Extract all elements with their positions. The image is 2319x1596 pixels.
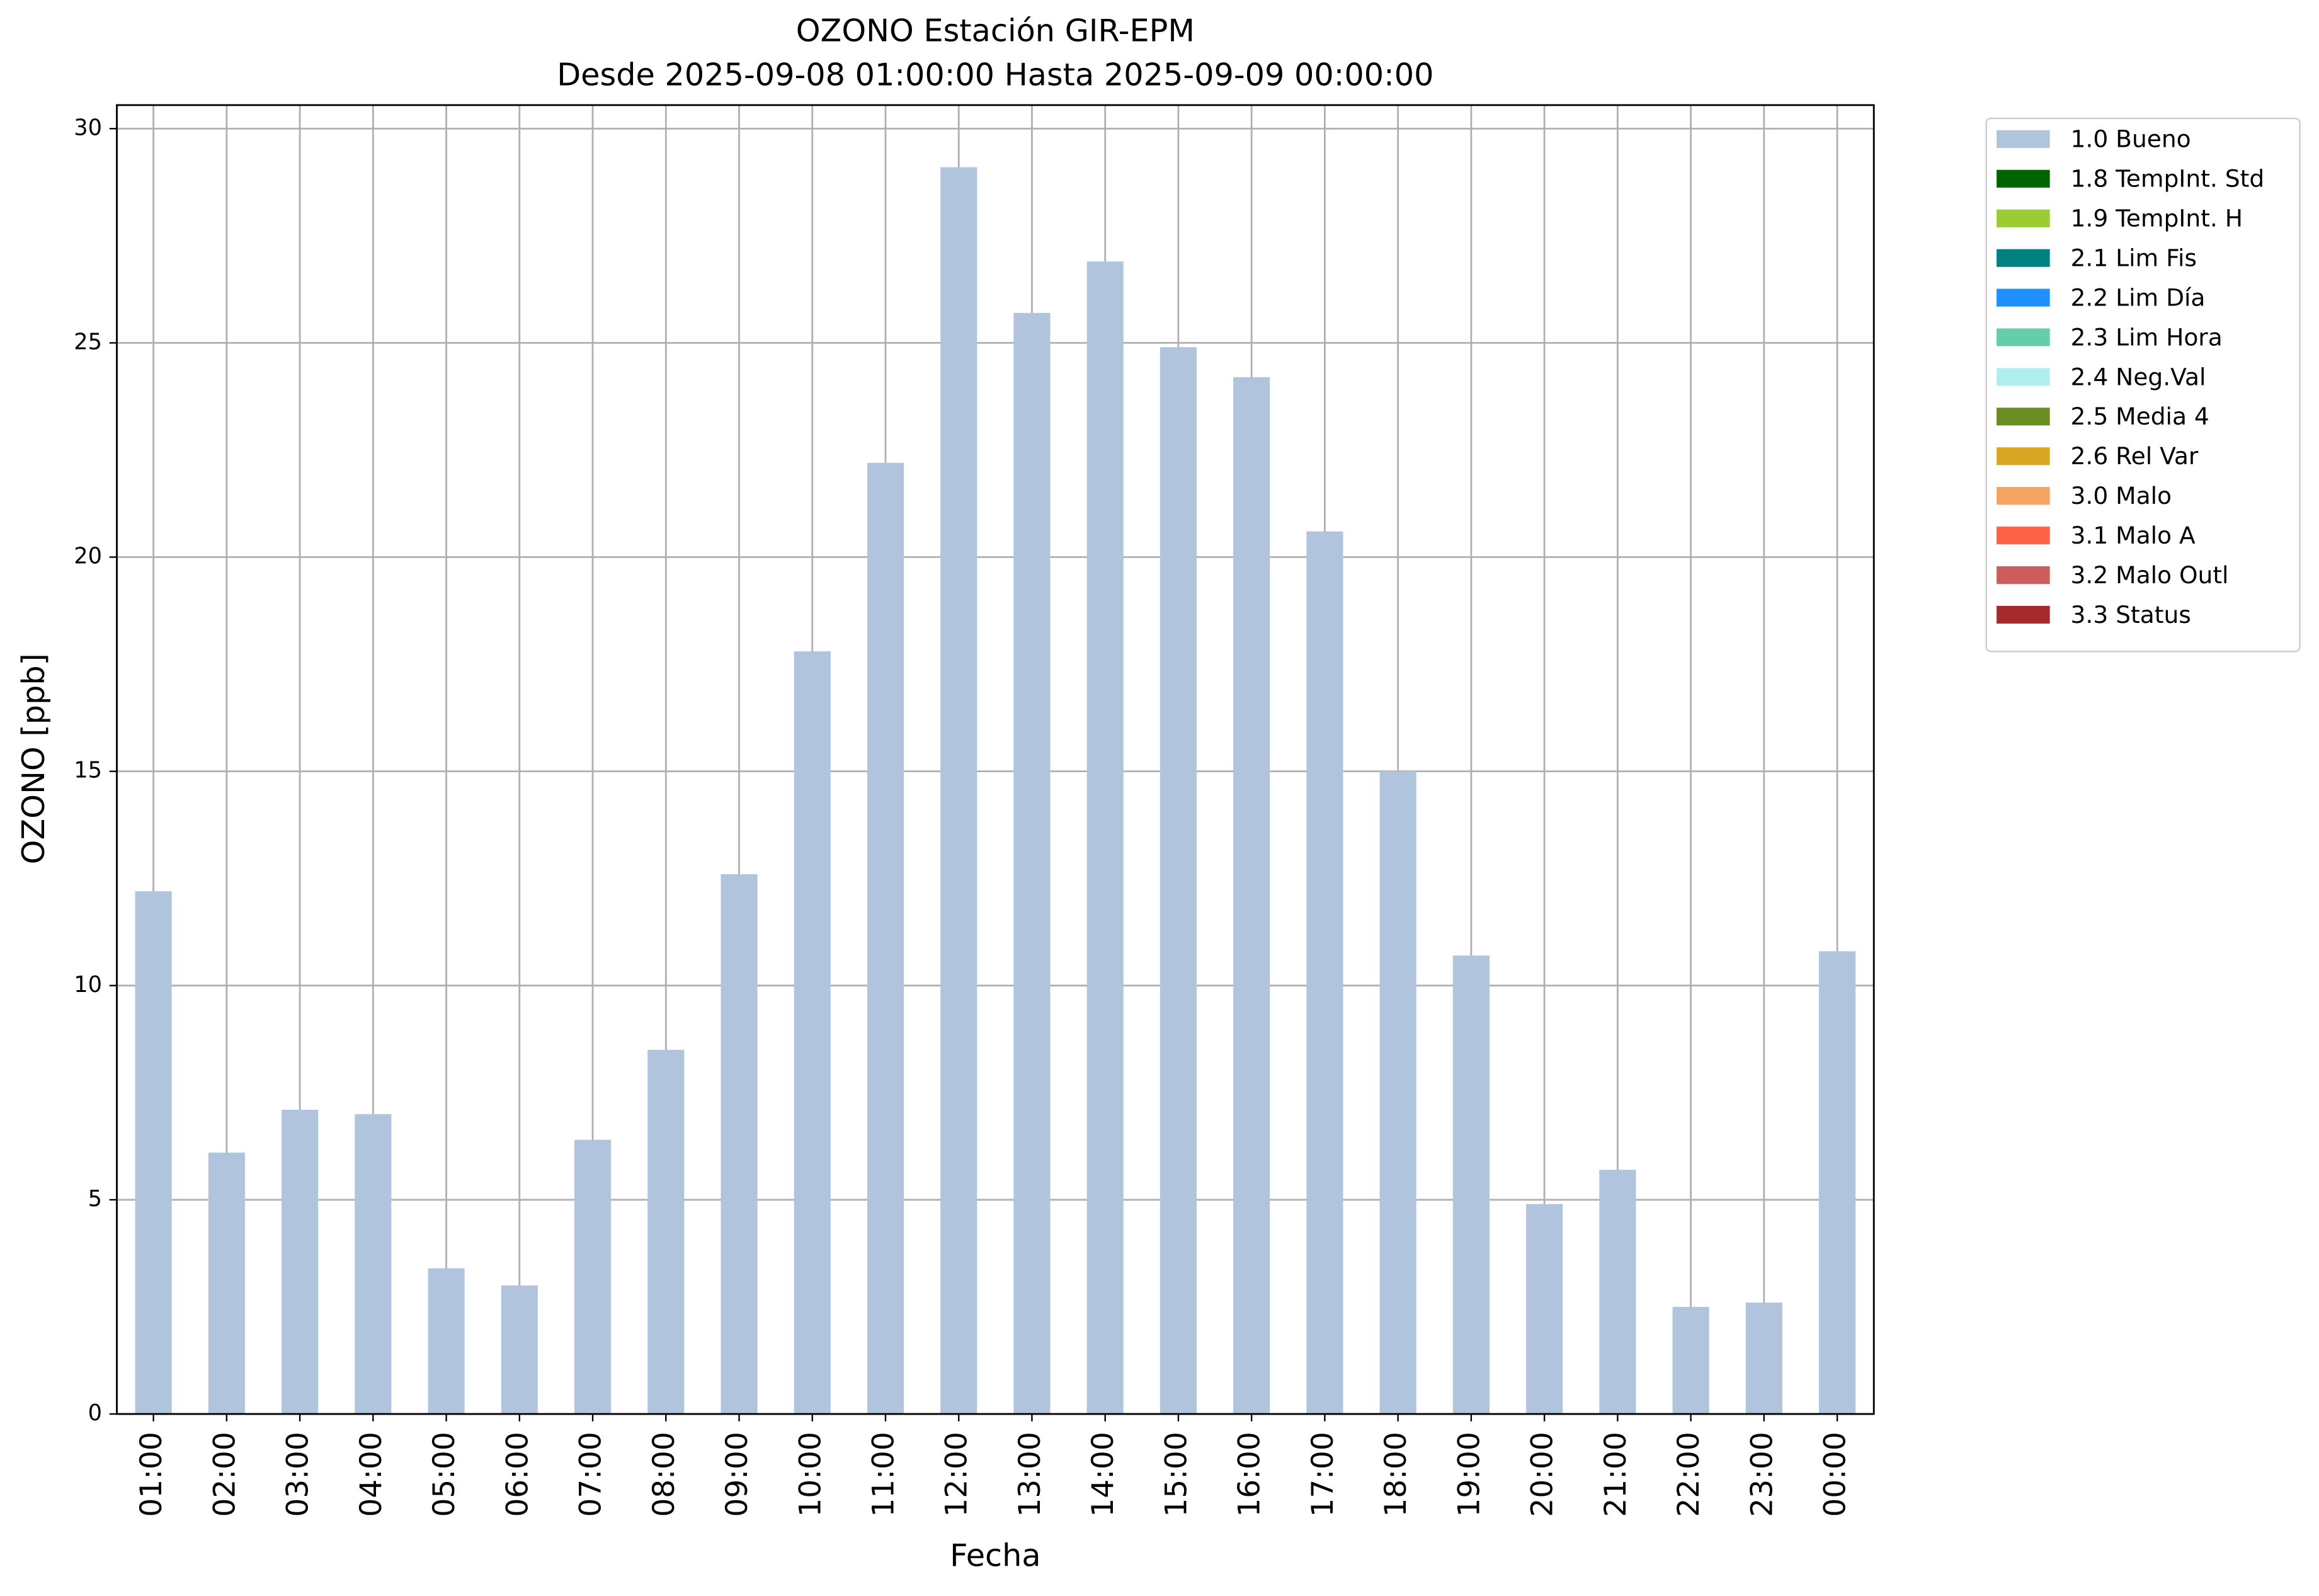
x-axis-label: Fecha [950,1537,1041,1573]
legend: 1.0 Bueno 1.8 TempInt. Std 1.9 TempInt. H 2… [1985,117,2301,653]
x-tick-label: 01:00 [134,1432,169,1517]
x-tick-label: 06:00 [500,1432,535,1517]
legend-swatch [1997,487,2050,505]
y-tick-label: 30 [74,115,102,140]
legend-label: 1.0 Bueno [2071,125,2191,153]
legend-label: 3.3 Status [2071,601,2191,629]
x-tick-label: 21:00 [1598,1432,1633,1517]
chart-title: OZONO Estación GIR-EPM [796,12,1195,48]
x-tick-label: 14:00 [1086,1432,1120,1517]
bar [867,462,904,1415]
legend-swatch [1997,605,2050,624]
legend-label: 3.0 Malo [2071,482,2172,510]
x-tick-label: 15:00 [1159,1432,1194,1517]
legend-label: 2.3 Lim Hora [2071,323,2223,351]
legend-swatch [1997,169,2050,188]
x-tick-label: 13:00 [1013,1432,1047,1517]
y-tick-label: 25 [74,329,102,355]
x-tick-label: 11:00 [866,1432,901,1517]
bar [501,1285,538,1415]
legend-label: 2.6 Rel Var [2071,442,2199,470]
bar [1599,1170,1636,1415]
legend-swatch [1997,566,2050,584]
bar [1379,771,1416,1415]
bar [355,1114,392,1415]
legend-label: 1.8 TempInt. Std [2071,165,2265,193]
bar [574,1139,612,1415]
bar [1745,1302,1782,1415]
bar [1672,1306,1709,1415]
x-tick-label: 10:00 [793,1432,828,1517]
bars [135,167,1856,1415]
bar [1306,531,1343,1415]
plot-frame [116,104,1875,1415]
bar [1086,261,1124,1415]
legend-label: 2.2 Lim Día [2071,283,2206,311]
legend-box [1985,117,2301,653]
bar [1233,377,1270,1415]
x-tick-label: 08:00 [647,1432,681,1517]
legend-swatch [1997,368,2050,386]
x-tick-label: 05:00 [427,1432,462,1517]
x-tick-label: 23:00 [1745,1432,1779,1517]
x-tick-label: 22:00 [1672,1432,1706,1517]
x-tick-label: 03:00 [281,1432,316,1517]
legend-swatch [1997,447,2050,465]
bar [1452,955,1490,1415]
axes: 0 5 10 15 20 25 30 01:00 02:00 03:00 04:00 05:00 06:… [74,104,1875,1517]
x-tick-label: 04:00 [354,1432,389,1517]
bar [1526,1204,1563,1415]
bar [428,1268,465,1415]
bar [282,1110,319,1415]
legend-swatch [1997,249,2050,267]
y-tick-label: 10 [74,972,102,998]
bar [1013,312,1051,1415]
x-tick-label: 12:00 [940,1432,974,1517]
legend-label: 3.1 Malo A [2071,522,2196,549]
chart-subtitle: Desde 2025-09-08 01:00:00 Hasta 2025-09-… [557,57,1433,93]
x-tick-label: 17:00 [1306,1432,1340,1517]
legend-label: 2.5 Media 4 [2071,402,2209,430]
x-tick-label: 09:00 [720,1432,755,1517]
bar [721,874,758,1415]
x-tick-label: 20:00 [1525,1432,1560,1517]
bar [208,1153,245,1415]
x-tick-label: 00:00 [1818,1432,1853,1517]
y-tick-label: 20 [74,544,102,569]
legend-swatch [1997,328,2050,346]
x-tick-label: 18:00 [1379,1432,1413,1517]
legend-swatch [1997,288,2050,307]
legend-label: 3.2 Malo Outl [2071,561,2229,589]
y-tick-label: 15 [74,758,102,784]
bar [647,1049,685,1415]
legend-swatch [1997,527,2050,545]
bar [794,651,831,1415]
legend-swatch [1997,209,2050,227]
y-tick-label: 0 [88,1400,102,1426]
x-tick-label: 07:00 [574,1432,608,1517]
bar [940,167,977,1415]
bar [1819,951,1856,1415]
x-tick-label: 19:00 [1452,1432,1486,1517]
x-tick-label: 02:00 [207,1432,242,1517]
x-tick-label: 16:00 [1233,1432,1267,1517]
legend-swatch [1997,130,2050,148]
y-axis-label: OZONO [ppb] [15,653,52,864]
bar [135,891,172,1415]
legend-label: 2.4 Neg.Val [2071,363,2206,390]
legend-label: 1.9 TempInt. H [2071,205,2243,232]
legend-swatch [1997,408,2050,426]
legend-label: 2.1 Lim Fis [2071,244,2197,272]
y-tick-label: 5 [88,1186,102,1212]
bar [1160,347,1197,1415]
